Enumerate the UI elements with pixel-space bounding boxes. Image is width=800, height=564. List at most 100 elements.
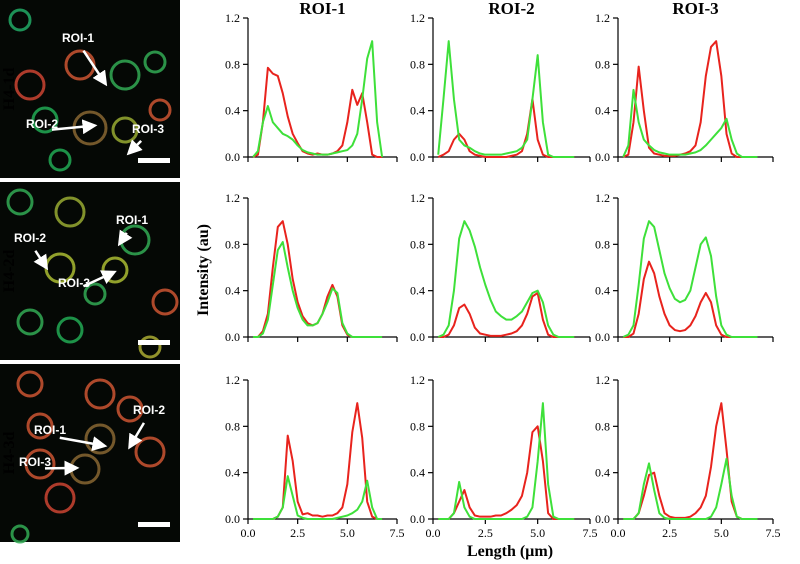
- cell: [31, 106, 59, 134]
- y-tick-label: 1.2: [410, 191, 425, 205]
- y-tick-label: 1.2: [595, 191, 610, 205]
- y-tick-label: 0.8: [595, 419, 610, 433]
- profile-line: [438, 425, 575, 520]
- x-tick-label: 2.5: [662, 526, 677, 540]
- roi-label: ROI-2: [26, 117, 58, 131]
- y-tick-label: 0.4: [595, 466, 610, 480]
- cell: [116, 395, 144, 423]
- profile-line: [437, 40, 575, 158]
- cell: [84, 423, 116, 455]
- plot: 0.0 0.4 0.8 1.2 0.0 2.5 5.0 7.5: [225, 373, 405, 540]
- y-tick-label: 0.0: [225, 330, 240, 344]
- cell: [24, 448, 56, 480]
- x-tick-label: 0.0: [426, 526, 441, 540]
- micrograph: [0, 0, 180, 178]
- y-tick-label: 0.4: [410, 466, 425, 480]
- cell: [143, 50, 167, 74]
- cell: [138, 335, 162, 359]
- y-tick-label: 0.4: [225, 104, 240, 118]
- y-tick-label: 0.4: [225, 466, 240, 480]
- plot: 0.0 0.4 0.8 1.2: [225, 191, 398, 344]
- y-tick-label: 0.8: [595, 237, 610, 251]
- roi-label: ROI-3: [58, 276, 90, 290]
- x-tick-label: 5.0: [340, 526, 355, 540]
- cell: [83, 282, 107, 306]
- y-tick-label: 0.0: [410, 330, 425, 344]
- column-title: ROI-2: [488, 0, 534, 18]
- y-tick-label: 0.8: [410, 57, 425, 71]
- x-tick-label: 7.5: [766, 526, 781, 540]
- roi-arrow: [51, 119, 98, 135]
- roi-arrow: [33, 250, 49, 271]
- roi-arrow: [59, 436, 108, 452]
- profile-line: [622, 220, 758, 338]
- profile-line: [622, 40, 758, 158]
- profile-line: [623, 402, 758, 520]
- cell: [148, 98, 172, 122]
- y-tick-label: 0.4: [225, 284, 240, 298]
- row-label: H4-1d: [1, 68, 18, 111]
- y-tick-label: 0.0: [595, 330, 610, 344]
- x-tick-label: 5.0: [714, 526, 729, 540]
- y-tick-label: 0.8: [225, 419, 240, 433]
- roi-label: ROI-3: [132, 122, 164, 136]
- y-tick-label: 0.8: [410, 237, 425, 251]
- roi-label: ROI-3: [19, 455, 51, 469]
- x-axis-label: Length (µm): [467, 543, 553, 560]
- y-tick-label: 1.2: [225, 373, 240, 387]
- scale-bar: [138, 158, 170, 163]
- x-tick-label: 7.5: [390, 526, 405, 540]
- x-tick-label: 7.5: [583, 526, 598, 540]
- plot: ROI-1 0.0 0.4 0.8 1.2: [225, 0, 398, 164]
- scale-bar: [138, 340, 170, 345]
- roi-label: ROI-2: [14, 231, 46, 245]
- roi-label: ROI-1: [34, 423, 66, 437]
- cell: [14, 69, 46, 101]
- cell: [56, 316, 84, 344]
- y-tick-label: 0.8: [595, 57, 610, 71]
- scale-bar: [138, 522, 170, 527]
- y-tick-label: 0.8: [225, 237, 240, 251]
- profile-line: [252, 475, 383, 520]
- y-tick-label: 0.0: [225, 512, 240, 526]
- y-tick-label: 0.4: [410, 284, 425, 298]
- roi-arrow: [117, 229, 133, 247]
- y-tick-label: 1.2: [595, 11, 610, 25]
- roi-arrow: [82, 49, 108, 87]
- x-tick-label: 5.0: [530, 526, 545, 540]
- cell: [10, 524, 30, 544]
- y-tick-label: 1.2: [595, 373, 610, 387]
- y-tick-label: 0.0: [410, 150, 425, 164]
- cell: [134, 436, 166, 468]
- micrographs: [0, 0, 180, 542]
- row-label: H4-2d: [1, 250, 18, 293]
- roi-label: ROI-1: [62, 31, 94, 45]
- y-tick-label: 0.0: [595, 150, 610, 164]
- roi-arrow: [82, 270, 117, 288]
- plot: 0.0 0.4 0.8 1.2: [595, 191, 774, 344]
- x-tick-label: 2.5: [478, 526, 493, 540]
- column-title: ROI-3: [672, 0, 718, 18]
- y-tick-label: 0.4: [595, 284, 610, 298]
- y-tick-label: 0.0: [595, 512, 610, 526]
- plot: ROI-2 0.0 0.4 0.8 1.2: [410, 0, 591, 164]
- column-title: ROI-1: [299, 0, 345, 18]
- profile-line: [437, 220, 575, 338]
- profile-line: [252, 220, 383, 338]
- roi-arrow: [128, 422, 146, 450]
- profile-line: [252, 40, 384, 158]
- profile-line: [623, 260, 758, 338]
- y-tick-label: 0.0: [225, 150, 240, 164]
- profile-line: [623, 457, 758, 520]
- profile-line: [622, 88, 758, 158]
- cell: [109, 59, 141, 91]
- y-tick-label: 1.2: [225, 191, 240, 205]
- cell: [26, 412, 54, 440]
- y-tick-label: 0.8: [410, 419, 425, 433]
- profile-line: [438, 291, 575, 338]
- y-tick-label: 1.2: [410, 373, 425, 387]
- roi-arrow: [126, 139, 143, 156]
- profile-line: [252, 241, 383, 338]
- cell: [6, 188, 34, 216]
